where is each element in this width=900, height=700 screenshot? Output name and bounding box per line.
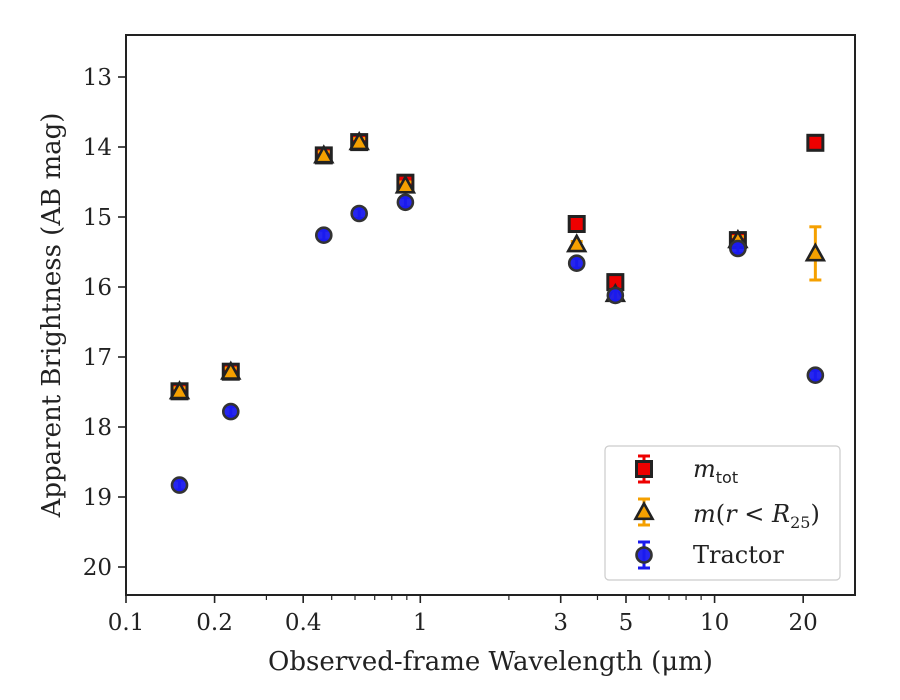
y-tick-label: 18: [83, 415, 112, 441]
tractor-point: [221, 402, 240, 421]
legend-marker-tractor: [635, 546, 653, 564]
tractor-point: [729, 239, 747, 258]
series-mr25: [168, 130, 827, 400]
tractor-point: [396, 193, 415, 212]
x-tick-label: 1: [413, 610, 428, 636]
tractor-point: [606, 286, 625, 305]
legend-markers: [633, 454, 655, 570]
y-tick-label: 14: [83, 135, 112, 161]
legend-label-mr25: m(r < R25): [693, 500, 820, 532]
legend-label-mtot: mtot: [693, 455, 738, 487]
x-tick-label: 5: [619, 610, 634, 636]
y-tick-label: 15: [83, 205, 112, 231]
x-tick-label: 10: [700, 610, 729, 636]
data-points: [168, 130, 827, 494]
mr25-point: [565, 233, 588, 253]
legend-label-tractor: Tractor: [693, 541, 784, 569]
tractor-point: [314, 226, 333, 244]
mtot-point: [806, 133, 825, 152]
y-tick-label: 20: [83, 555, 112, 581]
mr25-point: [168, 380, 191, 400]
x-tick-label: 0.2: [196, 610, 233, 636]
legend-marker-mtot: [635, 460, 653, 478]
y-tick-label: 17: [83, 345, 112, 371]
x-tick-label: 3: [553, 610, 568, 636]
x-tick-label: 20: [789, 610, 818, 636]
y-tick-label: 16: [83, 275, 112, 301]
x-axis-label: Observed-frame Wavelength (μm): [268, 647, 713, 677]
mr25-point: [313, 144, 335, 164]
tractor-point: [350, 204, 368, 223]
x-tick-label: 0.1: [108, 610, 145, 636]
mr25-point: [394, 174, 417, 194]
legend-box: [604, 445, 841, 581]
legend: mtot m(r < R25) Tractor: [604, 445, 841, 581]
mr25-point: [220, 360, 242, 380]
y-tick-label: 13: [83, 65, 112, 91]
legend-marker-mr25: [633, 500, 655, 521]
mtot-point: [567, 215, 586, 233]
mr25-point: [348, 130, 370, 151]
tractor-point: [170, 476, 189, 494]
y-axis-label: Apparent Brightness (AB mag): [37, 113, 67, 519]
tractor-point: [806, 366, 825, 385]
x-tick-label: 0.4: [285, 610, 322, 636]
tractor-point: [567, 254, 586, 273]
y-tick-label: 19: [83, 485, 112, 511]
series-tractor: [170, 193, 825, 494]
plot-frame: [125, 34, 856, 596]
mr25-point: [804, 242, 827, 262]
